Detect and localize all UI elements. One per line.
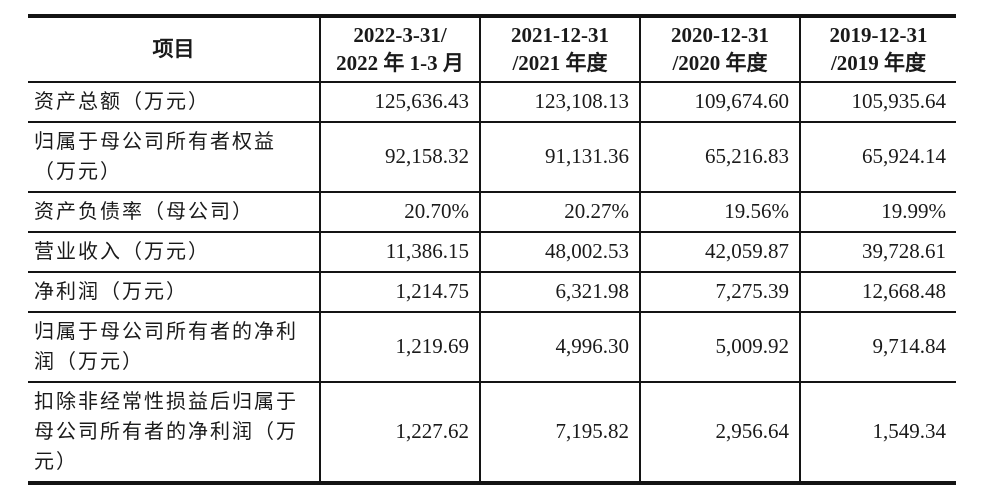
row-label: 净利润（万元） — [28, 270, 320, 313]
value-cell: 1,214.75 — [319, 270, 480, 313]
row-label: 归属于母公司所有者权益 （万元） — [28, 120, 320, 193]
value-cell: 92,158.32 — [319, 120, 480, 193]
value-cell: 65,216.83 — [639, 120, 800, 193]
table-row: 归属于母公司所有者权益 （万元） 92,158.32 91,131.36 65,216… — [28, 120, 956, 193]
column-header-period: 2020-12-31 /2020 年度 — [639, 15, 800, 83]
value-cell: 9,714.84 — [799, 310, 956, 383]
value-cell: 109,674.60 — [639, 80, 800, 123]
value-cell: 48,002.53 — [479, 230, 640, 273]
value-cell: 105,935.64 — [799, 80, 956, 123]
value-cell: 1,219.69 — [319, 310, 480, 383]
row-label: 资产负债率（母公司） — [28, 190, 320, 233]
row-label: 资产总额（万元） — [28, 80, 320, 123]
value-cell: 123,108.13 — [479, 80, 640, 123]
table-row: 扣除非经常性损益后归属于 母公司所有者的净利润（万 元） 1,227.62 7,19… — [28, 380, 956, 484]
table-row: 净利润（万元） 1,214.75 6,321.98 7,275.39 12,668.48 — [28, 270, 956, 313]
value-cell: 11,386.15 — [319, 230, 480, 273]
row-label: 营业收入（万元） — [28, 230, 320, 273]
value-cell: 20.70% — [319, 190, 480, 233]
value-cell: 19.99% — [799, 190, 956, 233]
value-cell: 7,195.82 — [479, 380, 640, 484]
value-cell: 1,549.34 — [799, 380, 956, 484]
table-row: 资产负债率（母公司） 20.70% 20.27% 19.56% 19.99% — [28, 190, 956, 233]
table-row: 资产总额（万元） 125,636.43 123,108.13 109,674.60 10… — [28, 80, 956, 123]
value-cell: 20.27% — [479, 190, 640, 233]
value-cell: 7,275.39 — [639, 270, 800, 313]
value-cell: 125,636.43 — [319, 80, 480, 123]
value-cell: 5,009.92 — [639, 310, 800, 383]
value-cell: 12,668.48 — [799, 270, 956, 313]
value-cell: 91,131.36 — [479, 120, 640, 193]
value-cell: 19.56% — [639, 190, 800, 233]
table-body: 资产总额（万元） 125,636.43 123,108.13 109,674.60 10… — [28, 80, 956, 484]
header-row: 项目 2022-3-31/ 2022 年 1-3 月 2021-12-31 /202… — [28, 15, 956, 83]
value-cell: 39,728.61 — [799, 230, 956, 273]
financial-summary-table: 项目 2022-3-31/ 2022 年 1-3 月 2021-12-31 /202… — [28, 14, 956, 485]
value-cell: 6,321.98 — [479, 270, 640, 313]
value-cell: 65,924.14 — [799, 120, 956, 193]
column-header-period: 2019-12-31 /2019 年度 — [799, 15, 956, 83]
value-cell: 1,227.62 — [319, 380, 480, 484]
column-header-item: 项目 — [28, 15, 320, 83]
column-header-period: 2022-3-31/ 2022 年 1-3 月 — [319, 15, 480, 83]
row-label: 扣除非经常性损益后归属于 母公司所有者的净利润（万 元） — [28, 380, 320, 484]
table-row: 营业收入（万元） 11,386.15 48,002.53 42,059.87 39,72… — [28, 230, 956, 273]
column-header-period: 2021-12-31 /2021 年度 — [479, 15, 640, 83]
value-cell: 4,996.30 — [479, 310, 640, 383]
row-label: 归属于母公司所有者的净利 润（万元） — [28, 310, 320, 383]
table-row: 归属于母公司所有者的净利 润（万元） 1,219.69 4,996.30 5,009.… — [28, 310, 956, 383]
value-cell: 2,956.64 — [639, 380, 800, 484]
value-cell: 42,059.87 — [639, 230, 800, 273]
